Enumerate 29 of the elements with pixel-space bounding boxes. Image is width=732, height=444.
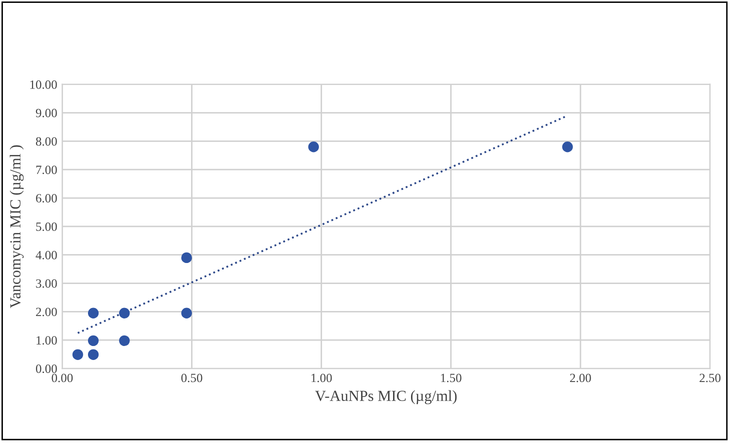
point: [72, 349, 84, 360]
x-tick-label: 1.00: [312, 374, 332, 382]
y-tick-label: 6.00: [36, 194, 57, 203]
y-tick-label: 0.00: [36, 364, 57, 374]
y-tick-label: 5.00: [36, 222, 57, 231]
point: [119, 308, 130, 318]
y-tick-label: 8.00: [36, 137, 57, 146]
y-tick-label: 2.00: [36, 308, 57, 316]
y-tick-label: 7.00: [36, 166, 57, 174]
point: [562, 142, 573, 152]
point: [88, 335, 99, 346]
point: [88, 349, 99, 360]
point: [308, 142, 319, 152]
x-tick-label: 1.50: [441, 374, 462, 382]
y-tick-label: 9.00: [36, 108, 57, 118]
x-tick-label: 2.00: [570, 374, 591, 382]
point: [181, 252, 192, 264]
x-tick-label: 0.00: [52, 374, 73, 382]
y-tick-label: 3.00: [36, 279, 57, 288]
point: [181, 308, 192, 318]
y-axis-title: Vancomycin MIC (µg/ml ): [10, 145, 24, 308]
y-tick-label: 10.00: [30, 80, 57, 89]
x-tick-label: 0.50: [181, 374, 202, 382]
point: [88, 308, 99, 318]
y-tick-label: 1.00: [36, 336, 57, 345]
y-tick-label: 4.00: [36, 250, 57, 260]
x-tick-label: 2.50: [700, 374, 720, 382]
point: [119, 335, 130, 346]
x-axis-title: V-AuNPs MIC (µg/ml): [315, 390, 457, 404]
